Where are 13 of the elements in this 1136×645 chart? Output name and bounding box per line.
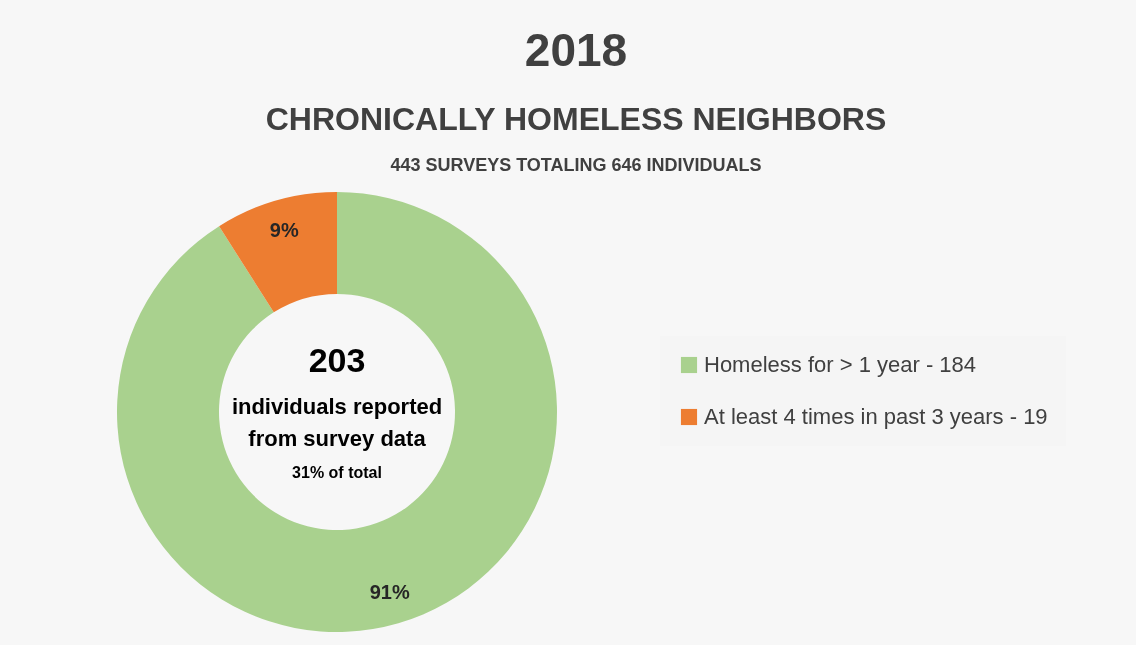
text: from survey data bbox=[248, 426, 427, 451]
donut-slice bbox=[117, 192, 557, 632]
data-label: 9% bbox=[269, 218, 299, 241]
legend-label: At least 4 times in past 3 years - 19 bbox=[704, 404, 1048, 429]
text: individuals reported bbox=[231, 394, 443, 419]
text: 203 bbox=[308, 341, 366, 379]
donut-slice bbox=[219, 192, 337, 313]
chart-subtitle: CHRONICALLY HOMELESS NEIGHBORS bbox=[265, 101, 887, 137]
text: 443 SURVEYS TOTALING 646 INDIVIDUALS bbox=[390, 155, 762, 175]
chart-title: 2018 bbox=[524, 24, 628, 76]
data-label: 91% bbox=[369, 581, 410, 604]
text: 31% of total bbox=[292, 464, 382, 481]
legend-label: Homeless for > 1 year - 184 bbox=[704, 352, 977, 377]
